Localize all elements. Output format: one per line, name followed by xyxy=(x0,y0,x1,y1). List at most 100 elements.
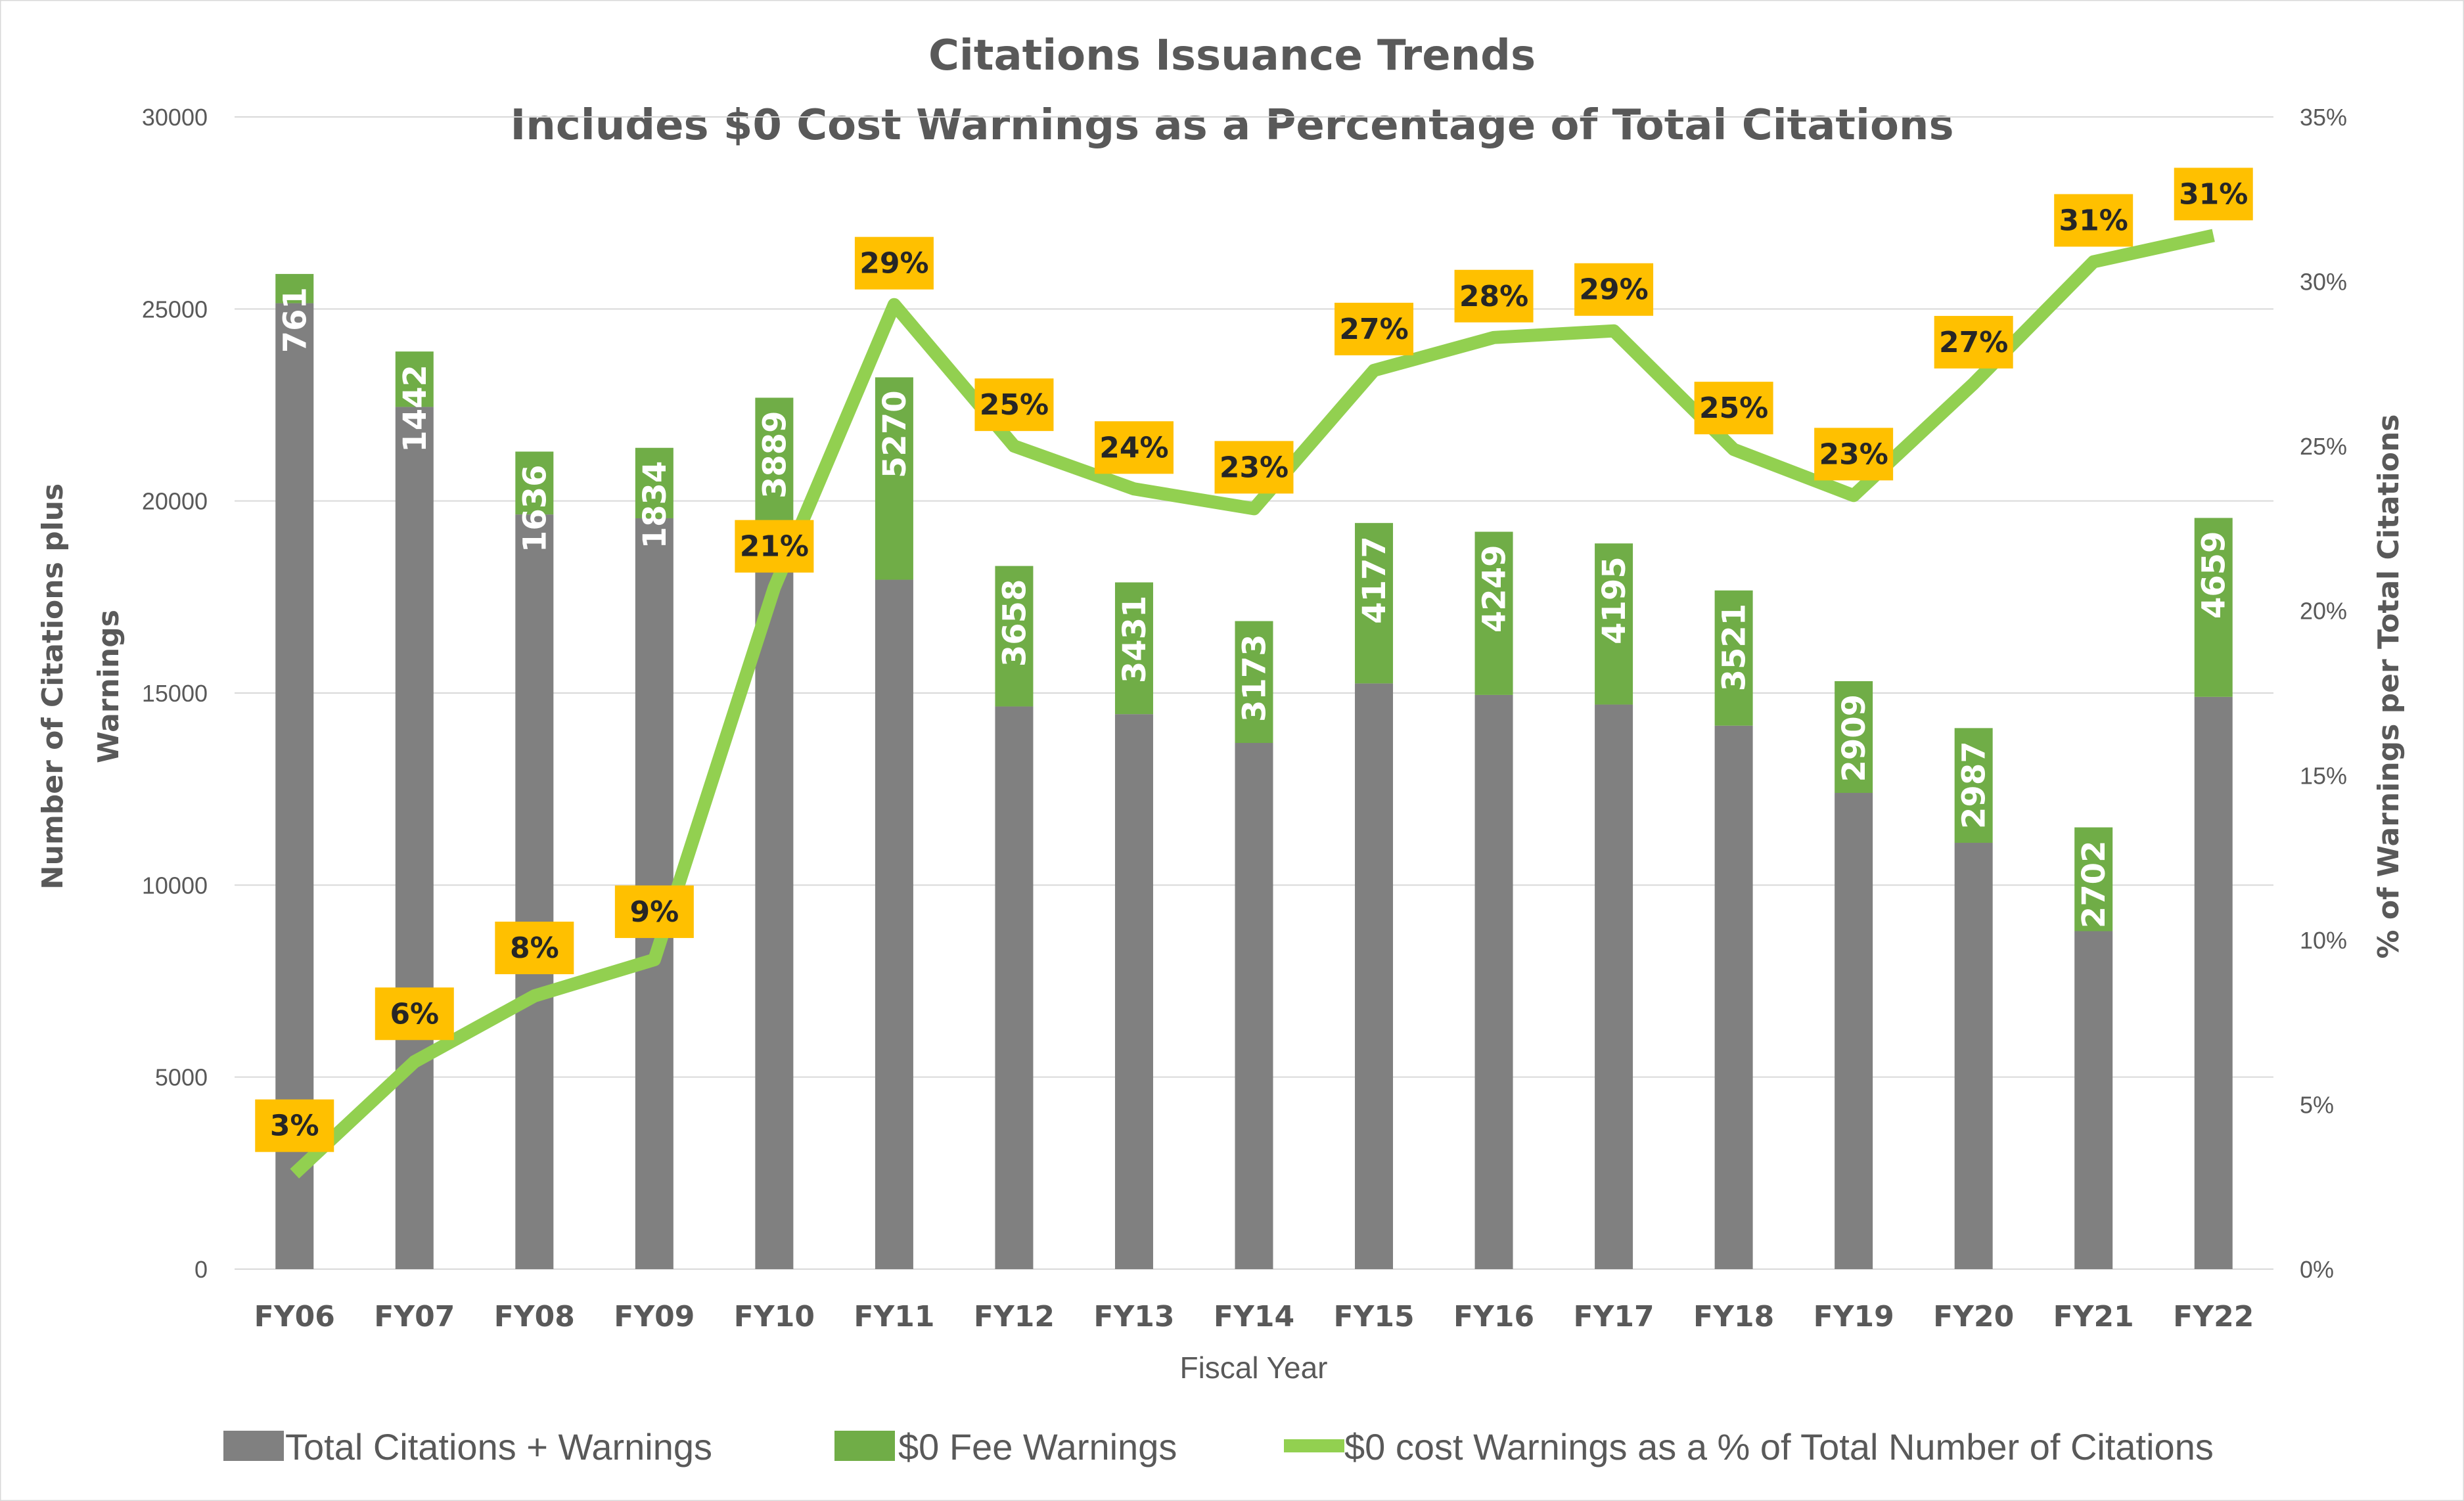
bar-total xyxy=(755,547,794,1269)
y-tick-label: 5000 xyxy=(155,1064,208,1091)
bar-warnings-label: 2702 xyxy=(2076,841,2112,929)
chart-title: Citations Issuance Trends xyxy=(928,32,1536,80)
percent-label: 29% xyxy=(1574,263,1654,316)
percent-label: 29% xyxy=(854,236,934,290)
bar-warnings xyxy=(635,447,673,518)
percent-label-box xyxy=(854,236,934,290)
percent-label-text: 21% xyxy=(740,530,809,564)
bar-warnings-label: 4177 xyxy=(1356,536,1393,624)
bar-warnings xyxy=(1714,590,1753,726)
percent-label-text: 25% xyxy=(980,388,1049,422)
percent-label-text: 29% xyxy=(1579,273,1648,307)
bar-total xyxy=(2194,696,2233,1269)
percent-label: 25% xyxy=(1694,382,1773,435)
percent-label: 6% xyxy=(375,987,454,1041)
percent-label-box xyxy=(375,987,454,1041)
x-tick-label: FY19 xyxy=(1814,1300,1894,1333)
x-tick-label: FY12 xyxy=(974,1300,1055,1333)
percent-label: 3% xyxy=(255,1099,334,1152)
bar-warnings xyxy=(2194,518,2233,697)
percent-label: 8% xyxy=(495,922,574,975)
bar-series xyxy=(275,274,2233,1269)
bar-total xyxy=(1114,714,1153,1269)
percent-label-box xyxy=(2174,168,2253,221)
percent-label: 24% xyxy=(1094,421,1174,474)
legend-label-total: Total Citations + Warnings xyxy=(285,1426,712,1467)
chart-subtitle: Includes $0 Cost Warnings as a Percentag… xyxy=(510,101,1953,150)
bar-total xyxy=(515,514,554,1269)
percent-label: 27% xyxy=(1934,315,2013,369)
y-tick-label: 20000 xyxy=(142,488,208,515)
percent-label-box xyxy=(255,1099,334,1152)
percent-label-box xyxy=(1094,421,1174,474)
bar-warnings xyxy=(2074,827,2113,931)
percent-label-box xyxy=(614,885,694,938)
legend-swatch-total xyxy=(223,1431,284,1461)
y-axis-title-line1: Number of Citations plus xyxy=(36,483,70,889)
percent-label-text: 31% xyxy=(2059,204,2128,238)
percent-label-box xyxy=(1694,382,1773,435)
bar-total xyxy=(875,579,913,1269)
percent-data-labels: 3% 6% 8% 9% 21% 29% 25% 24% 23% 27% 28% 29% 25% 23% 27… xyxy=(255,168,2253,1152)
percent-label-box xyxy=(1454,269,1534,323)
percent-label-text: 8% xyxy=(510,931,559,965)
percent-label-text: 29% xyxy=(859,247,928,280)
bar-warnings xyxy=(275,274,314,303)
bar-total xyxy=(995,706,1034,1269)
bar-warnings-label: 2909 xyxy=(1836,694,1873,782)
percent-label-text: 23% xyxy=(1819,437,1888,471)
bar-warnings-label: 3658 xyxy=(996,579,1033,667)
y2-tick-label: 15% xyxy=(2300,762,2347,789)
percent-label-text: 23% xyxy=(1220,451,1289,484)
y-tick-label: 10000 xyxy=(142,872,208,899)
percent-label-box xyxy=(1214,441,1294,494)
y-axis-title-line2: Warnings xyxy=(92,610,125,763)
bar-warnings xyxy=(1235,621,1273,744)
x-tick-label: FY11 xyxy=(854,1300,934,1333)
y2-tick-label: 35% xyxy=(2300,104,2347,131)
percent-label: 31% xyxy=(2054,194,2133,247)
x-axis-ticks: FY06 FY07 FY08 FY09 FY10 FY11 FY12 FY13 FY14 FY15… xyxy=(254,1300,2254,1333)
bar-warnings xyxy=(1474,531,1513,695)
bar-data-labels: 761 1442 1636 1834 3889 5270 3658 3431 3173 4177 4… xyxy=(277,287,2232,928)
y-tick-label: 25000 xyxy=(142,296,208,323)
percent-label-text: 25% xyxy=(1699,392,1768,425)
y-tick-label: 15000 xyxy=(142,680,208,707)
percent-label: 31% xyxy=(2174,168,2253,221)
bar-total xyxy=(1835,793,1873,1269)
bar-warnings xyxy=(515,451,554,515)
x-tick-label: FY16 xyxy=(1453,1300,1534,1333)
percent-label-text: 9% xyxy=(630,895,679,929)
legend: Total Citations + Warnings $0 Fee Warnin… xyxy=(223,1426,2214,1467)
y2-tick-label: 25% xyxy=(2300,433,2347,460)
bar-warnings-label: 3521 xyxy=(1716,604,1753,692)
percent-label: 27% xyxy=(1335,302,1414,355)
percent-label-box xyxy=(735,520,814,573)
bar-warnings-label: 1442 xyxy=(397,365,434,453)
legend-label-warnings: $0 Fee Warnings xyxy=(898,1426,1177,1467)
bar-warnings-label: 1636 xyxy=(516,464,553,552)
bar-warnings-label: 3889 xyxy=(756,411,793,499)
y2-tick-label: 0% xyxy=(2300,1256,2334,1283)
bar-warnings xyxy=(1595,543,1633,705)
bar-warnings-label: 4249 xyxy=(1476,545,1513,633)
percent-label-box xyxy=(2054,194,2133,247)
x-tick-label: FY13 xyxy=(1093,1300,1174,1333)
percent-label-box xyxy=(495,922,574,975)
x-tick-label: FY07 xyxy=(374,1300,455,1333)
y2-axis-ticks: 0% 5% 10% 15% 20% 25% 30% 35% xyxy=(2300,104,2347,1283)
bar-warnings xyxy=(395,351,434,407)
legend-swatch-warnings xyxy=(834,1431,895,1461)
x-tick-label: FY20 xyxy=(1933,1300,2014,1333)
x-axis-title: Fiscal Year xyxy=(1179,1351,1327,1385)
percent-label-text: 27% xyxy=(1939,326,2008,359)
percent-label: 23% xyxy=(1214,441,1294,494)
bar-total xyxy=(2074,931,2113,1269)
y-tick-label: 0 xyxy=(194,1256,208,1283)
percent-label-box xyxy=(974,378,1054,432)
percent-label: 23% xyxy=(1814,428,1894,481)
percent-label-box xyxy=(1934,315,2013,369)
bar-warnings-label: 5270 xyxy=(877,390,913,478)
bar-total xyxy=(1474,694,1513,1269)
bar-warnings-label: 1834 xyxy=(637,461,673,549)
